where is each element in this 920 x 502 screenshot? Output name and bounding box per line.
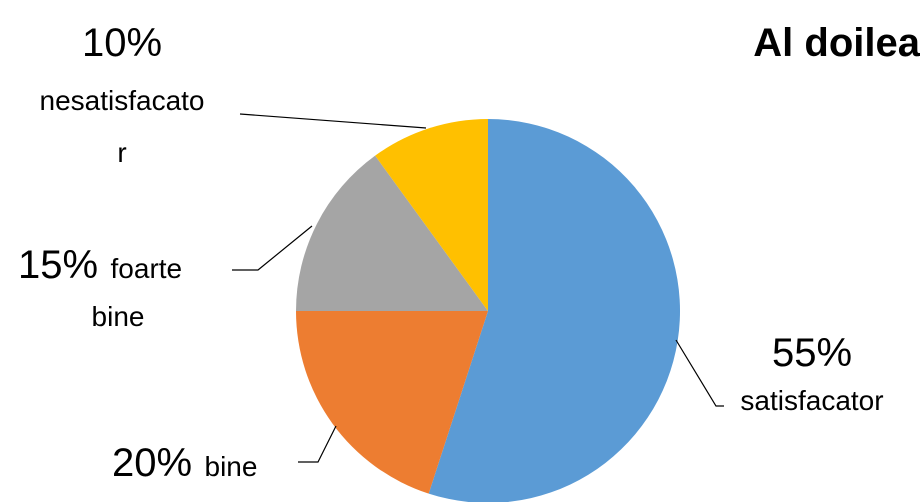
chart-title: Al doilea [753, 21, 920, 65]
data-label-percent-nesatisfacator: 10% [82, 21, 162, 65]
pie-slices [296, 119, 680, 502]
data-label-name-nesatisfacato: nesatisfacato [40, 85, 205, 116]
data-label-bine: 20% bine [112, 441, 257, 485]
slice-foarte-bine [296, 155, 488, 311]
leader-line-bine [298, 425, 337, 463]
data-label-name-satisfacator: satisfacator [740, 385, 883, 416]
data-label-percent-satisfacator: 55% [772, 331, 852, 375]
leader-line-nesatisfacator [239, 113, 427, 129]
data-label-name-bine-2: bine [92, 301, 145, 332]
data-label-name-bine: bine [205, 451, 258, 482]
data-label-foarte-bine: 15% foarte [18, 243, 182, 287]
slice-bine [296, 311, 488, 494]
leader-line-satisfacator [675, 339, 724, 407]
data-label-percent-foarte-bine: 15% [18, 243, 98, 287]
data-label-name-foarte: foarte [111, 253, 183, 284]
leader-line-foarte-bine [232, 225, 313, 271]
slice-satisfacator [428, 119, 680, 502]
slice-nesatisfacator [375, 119, 488, 311]
data-label-percent-bine: 20% [112, 441, 192, 485]
data-label-name-r: r [117, 137, 126, 168]
